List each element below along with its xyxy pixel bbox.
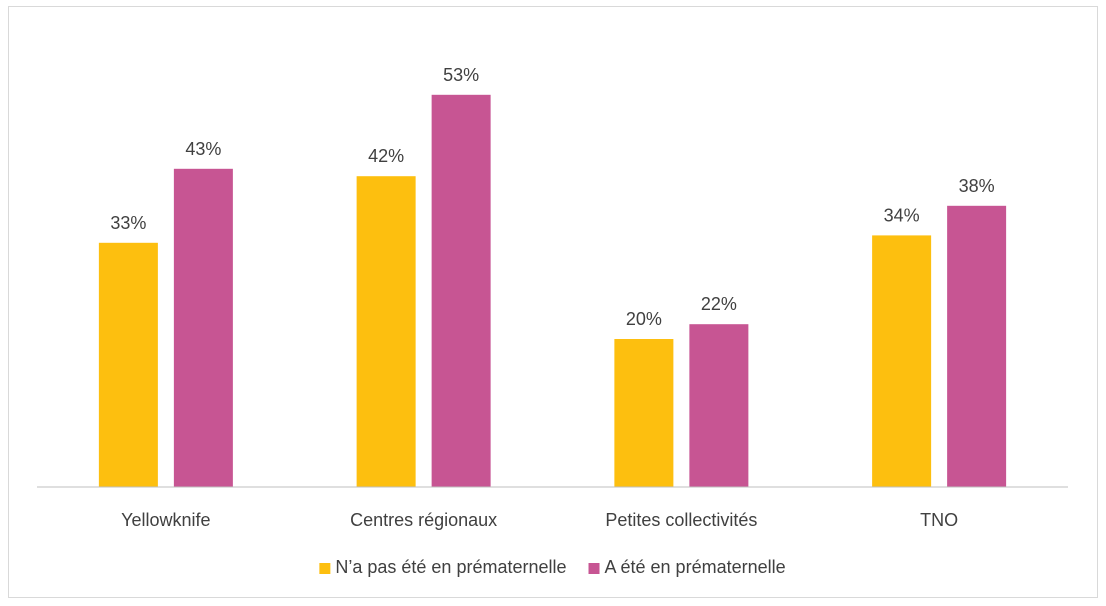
bar-preschool-2 xyxy=(689,324,749,487)
bar-no-preschool-1 xyxy=(356,176,416,487)
category-label: Petites collectivités xyxy=(605,510,757,530)
bar-no-preschool-2 xyxy=(614,339,674,487)
bar-preschool-3 xyxy=(947,205,1007,488)
data-label: 34% xyxy=(884,205,920,225)
category-label: Centres régionaux xyxy=(350,510,497,530)
data-label: 22% xyxy=(701,294,737,314)
category-label: TNO xyxy=(920,510,958,530)
bar-preschool-1 xyxy=(431,94,491,488)
category-label: Yellowknife xyxy=(121,510,210,530)
data-label: 43% xyxy=(185,139,221,159)
data-label: 42% xyxy=(368,146,404,166)
bar-no-preschool-0 xyxy=(98,242,158,487)
legend-label-preschool: A été en prématernelle xyxy=(605,557,786,577)
legend-label-no-preschool: N’a pas été en prématernelle xyxy=(335,557,566,577)
data-label: 20% xyxy=(626,309,662,329)
bar-no-preschool-3 xyxy=(872,235,932,487)
data-label: 33% xyxy=(110,213,146,233)
legend-swatch-no-preschool xyxy=(319,563,331,574)
legend-swatch-preschool xyxy=(588,563,600,574)
bar-preschool-0 xyxy=(173,168,233,488)
data-label: 53% xyxy=(443,65,479,85)
data-label: 38% xyxy=(959,176,995,196)
